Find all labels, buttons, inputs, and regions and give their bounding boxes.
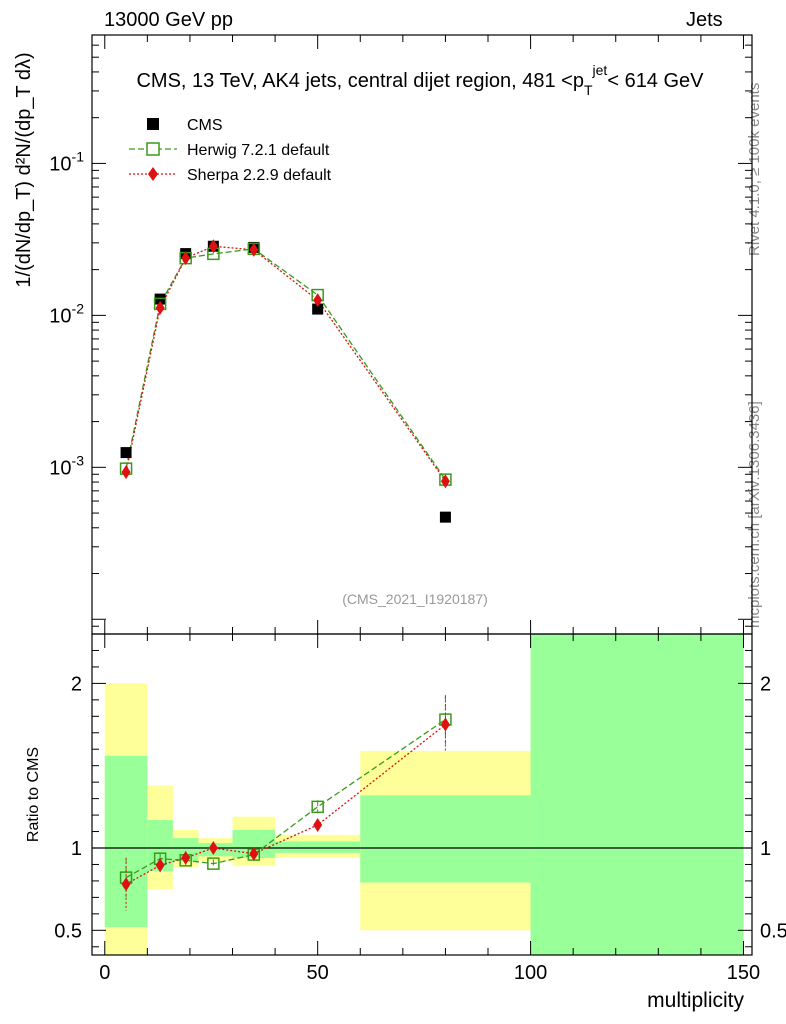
main-marker-1-0 (121, 465, 131, 480)
main-marker-1-6 (440, 474, 450, 489)
ratio-marker-1-3 (208, 841, 218, 855)
x-tick-label-3: 150 (727, 962, 760, 984)
legend-label-0: Herwig 7.2.1 default (187, 142, 330, 159)
main-marker-1-2 (181, 251, 191, 266)
y-tick-label-main-0: 10-3 (49, 452, 84, 479)
main-line-0 (125, 248, 446, 480)
cms-point-0 (120, 447, 132, 459)
y-tick-label-ratio-left-2: 2 (71, 673, 82, 695)
main-marker-1-4 (249, 242, 259, 257)
x-tick-label-0: 0 (99, 962, 110, 984)
ratio-marker-0-5 (311, 800, 324, 814)
x-axis-label: multiplicity (647, 989, 744, 1012)
band-green-7 (530, 634, 744, 955)
ratio-marker-1-4 (249, 846, 259, 861)
y-tick-label-main-2: 10-1 (49, 148, 84, 175)
legend-marker-cms (147, 118, 159, 130)
main-marker-1-5 (313, 293, 323, 308)
cms-point-5 (312, 303, 324, 315)
main-marker-1-1 (155, 300, 165, 315)
main-marker-1-3 (208, 239, 218, 254)
y-tick-label-ratio-right-2: 2 (760, 673, 771, 695)
band-green-6 (360, 795, 531, 883)
y-tick-label-ratio-right-1: 1 (760, 838, 771, 860)
y-tick-label-ratio-left-0: 0.5 (54, 920, 82, 942)
y-tick-label-ratio-left-1: 1 (71, 838, 82, 860)
ratio-marker-1-5 (313, 817, 323, 832)
analysis-label: (CMS_2021_I1920187) (342, 591, 488, 607)
chart-title: CMS, 13 TeV, AK4 jets, central dijet reg… (136, 62, 704, 98)
y-axis-label-main: 1/(dN/dp_T) d²N/(dp_T dλ) (13, 52, 35, 287)
band-green-5 (275, 841, 361, 853)
y-tick-label-main-1: 10-2 (49, 300, 84, 327)
header-right: Jets (686, 9, 723, 31)
main-line-1 (125, 245, 446, 482)
ratio-marker-1-0 (121, 877, 131, 892)
ratio-marker-1-2 (181, 850, 191, 865)
ratio-marker-0-3 (207, 857, 220, 870)
y-tick-label-ratio-right-0: 0.5 (760, 920, 786, 942)
legend-label-1: Sherpa 2.2.9 default (187, 167, 332, 184)
legend-marker-0 (146, 142, 160, 156)
cms-point-6 (439, 511, 451, 523)
band-green-0 (104, 755, 148, 928)
legend-marker-1 (148, 167, 158, 181)
x-tick-label-1: 50 (307, 962, 329, 984)
ratio-marker-1-1 (155, 858, 165, 873)
ratio-marker-1-6 (440, 717, 450, 732)
header-left: 13000 GeV pp (104, 9, 233, 31)
y-axis-label-ratio: Ratio to CMS (25, 747, 42, 842)
legend-label-cms: CMS (187, 117, 223, 134)
ratio-panel-frame (91, 633, 753, 956)
x-tick-label-2: 100 (514, 962, 547, 984)
